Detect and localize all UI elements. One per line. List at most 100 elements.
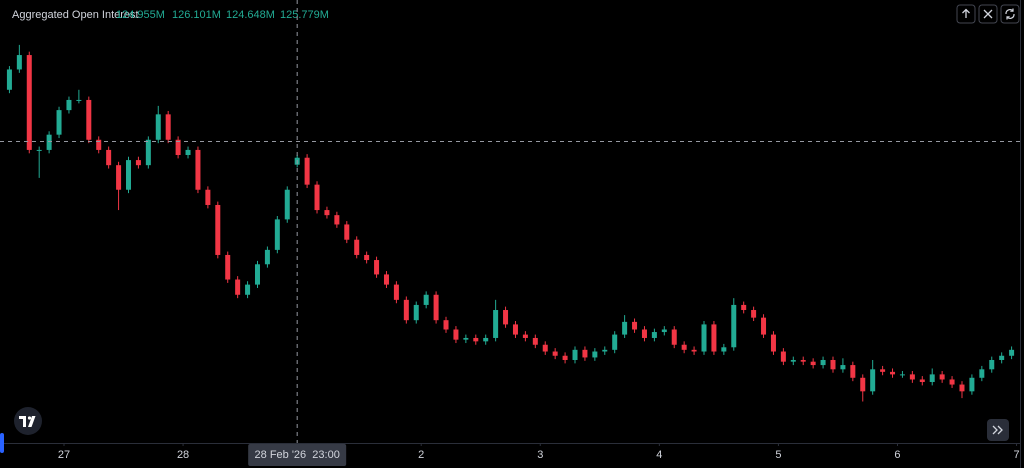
candle-body — [820, 359, 826, 366]
x-tick-label: 2 — [418, 449, 424, 461]
logo-mark — [19, 416, 36, 427]
candle-body — [245, 284, 251, 295]
x-tick-label: 4 — [656, 449, 662, 461]
candle-body — [374, 260, 380, 275]
candle-body — [443, 320, 449, 330]
candle-body — [225, 254, 231, 280]
candle-body — [423, 294, 429, 305]
candle-body — [582, 349, 588, 358]
candle-body — [790, 359, 796, 362]
candle-body — [274, 219, 280, 250]
candle-body — [16, 55, 22, 70]
candle-body — [711, 324, 717, 352]
readout-open: 124.955M — [116, 9, 165, 21]
x-tick-label: 7 — [1013, 449, 1019, 461]
candle-body — [949, 379, 955, 385]
candle-body — [215, 204, 221, 255]
x-tick-label: 3 — [537, 449, 543, 461]
candle-body — [552, 351, 558, 356]
candle-body — [175, 139, 181, 156]
candle-body — [572, 349, 578, 360]
candle-body — [383, 274, 389, 285]
x-tick-label: 5 — [775, 449, 781, 461]
candle-body — [701, 324, 707, 352]
candle-body — [195, 149, 201, 190]
candle-body — [840, 365, 846, 370]
candle-body — [165, 114, 171, 140]
candle-body — [86, 99, 92, 140]
candle-body — [185, 149, 191, 156]
candle-body — [761, 317, 767, 335]
candle-body — [651, 332, 657, 338]
candle-body — [116, 165, 122, 190]
candle-body — [890, 371, 896, 375]
candle-body — [751, 310, 757, 318]
candle-body — [1009, 349, 1015, 356]
candle-body — [622, 321, 628, 335]
candle-body — [850, 365, 856, 378]
candle-body — [562, 355, 568, 360]
candle-body — [46, 134, 52, 150]
candle-body — [145, 139, 151, 166]
scroll-right-button[interactable] — [987, 419, 1009, 441]
candle-body — [304, 157, 310, 185]
candle-body — [632, 321, 638, 330]
candle-body — [919, 379, 925, 383]
crosshair-label-box — [248, 444, 347, 466]
candle-body — [36, 149, 42, 151]
candle-body — [870, 369, 876, 392]
candle-body — [939, 374, 945, 380]
reset-icon — [1005, 8, 1015, 20]
arrow-icon — [962, 8, 970, 18]
candle-body — [512, 324, 518, 335]
candle-body — [830, 359, 836, 370]
candle-body — [56, 110, 62, 135]
candle-body — [780, 351, 786, 362]
candle-body — [532, 337, 538, 345]
logo-circle — [14, 407, 42, 435]
plot — [6, 44, 1015, 402]
candle-body — [106, 149, 112, 166]
candle-body — [76, 99, 82, 101]
candle-body — [433, 294, 439, 321]
candle-body — [324, 210, 330, 216]
candle-body — [909, 374, 915, 380]
side-tab[interactable] — [0, 433, 4, 453]
candle-body — [125, 160, 131, 190]
candle-body — [473, 337, 479, 342]
candle-body — [929, 374, 935, 383]
close-icon — [983, 9, 993, 19]
candle-body — [254, 264, 260, 285]
logo — [14, 407, 42, 435]
chart-title: Aggregated Open Interest — [12, 9, 139, 21]
candle-body — [612, 334, 618, 350]
readout-low: 124.648M — [226, 9, 275, 21]
candle-body — [671, 329, 677, 345]
candle-body — [26, 55, 32, 150]
candle-body — [602, 349, 608, 352]
candle-body — [493, 310, 499, 338]
candle-body — [364, 254, 370, 261]
logo-dot — [27, 416, 32, 420]
x-tick-label: 28 — [177, 449, 189, 461]
candle-body — [205, 189, 211, 205]
candle-body — [731, 304, 737, 348]
candle-body — [959, 384, 965, 392]
candle-body — [542, 344, 548, 352]
candle-body — [770, 334, 776, 352]
scroll-icon — [992, 425, 1003, 435]
candle-body — [96, 139, 102, 150]
candle-body — [691, 349, 697, 352]
reset-button[interactable] — [1000, 4, 1020, 24]
candle-body — [235, 279, 241, 295]
candle-body — [155, 114, 161, 140]
candle-body — [721, 347, 727, 352]
candle-body — [989, 359, 995, 370]
readout-high: 126.101M — [172, 9, 221, 21]
toolbar — [956, 4, 1020, 24]
candle-body — [880, 369, 886, 372]
candle-body — [522, 334, 528, 338]
candle-body — [969, 377, 975, 392]
